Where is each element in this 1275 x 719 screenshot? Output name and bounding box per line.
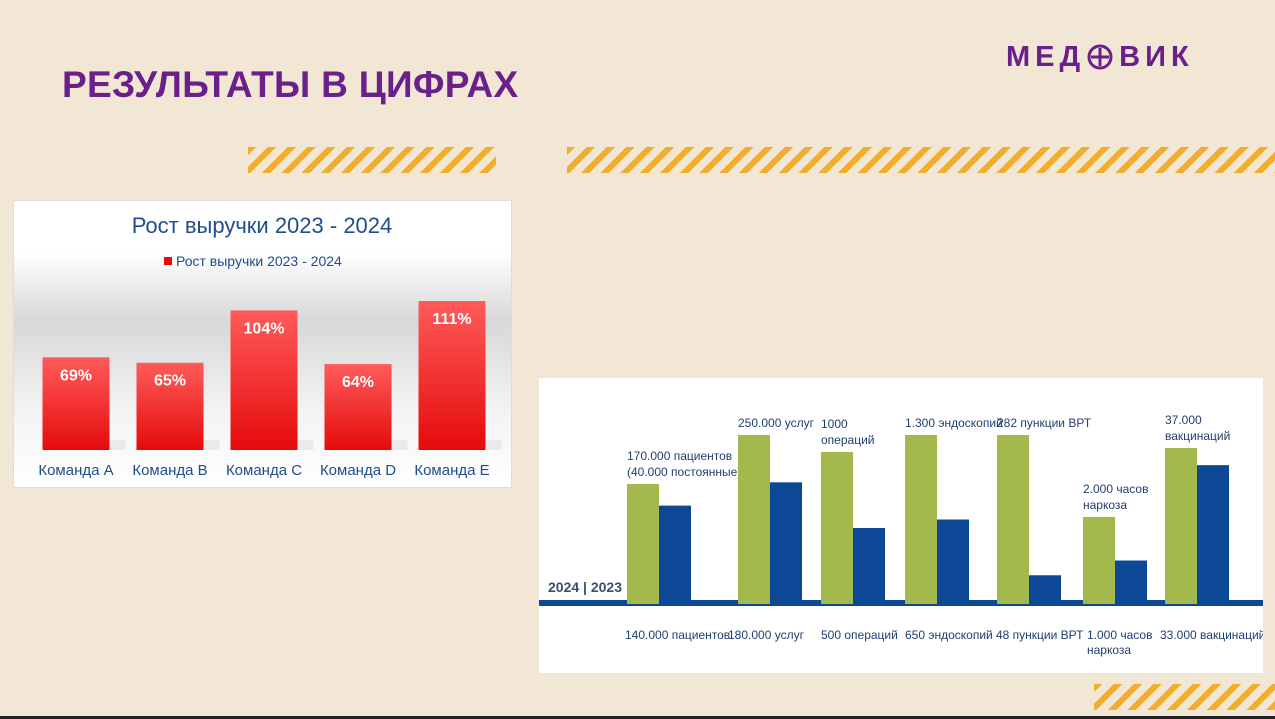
chart1-category-label-4: Команда D (320, 462, 396, 479)
medovik-logo: МЕД ВИК (1006, 40, 1194, 74)
comparison-chart-panel: 2024 | 2023 170.000 пациентов (40.000 пос… (539, 378, 1263, 673)
chart2-label-2023-4: 650 эндоскопий (905, 628, 993, 642)
chart1-bar-1 (42, 357, 110, 450)
chart2-bar-2024-6 (1083, 517, 1115, 604)
chart1-category-label-5: Команда E (414, 462, 489, 479)
decorative-stripe-left (248, 147, 496, 173)
revenue-growth-chart: Рост выручки 2023 - 2024 Рост выручки 20… (38, 213, 502, 479)
chart1-bar-5 (418, 301, 486, 450)
chart2-label-2023-7: 33.000 вакцинаций (1160, 628, 1263, 642)
chart2-bar-2023-4 (937, 519, 969, 604)
chart2-bar-2024-2 (738, 435, 770, 604)
chart2-label-2024-5: 282 пункции ВРТ (997, 416, 1092, 430)
chart1-value-label-1: 69% (60, 367, 92, 384)
chart2-label-2024-3: 1000 операций (821, 417, 874, 447)
revenue-growth-chart-panel: Рост выручки 2023 - 2024 Рост выручки 20… (13, 200, 512, 488)
chart1-category-label-3: Команда C (226, 462, 302, 479)
chart1-legend-swatch (164, 257, 172, 265)
chart2-bar-2024-7 (1165, 448, 1197, 604)
chart2-label-2023-6: 1.000 часов наркоза (1087, 628, 1152, 657)
chart1-bar-2 (136, 362, 204, 450)
chart1-value-label-4: 64% (342, 374, 374, 391)
chart2-label-2024-2: 250.000 услуг (738, 416, 815, 430)
chart2-label-2023-5: 48 пункции ВРТ (996, 628, 1084, 642)
chart1-bar-4 (324, 364, 392, 450)
chart1-value-label-2: 65% (154, 373, 186, 390)
chart2-bar-2023-1 (659, 505, 691, 604)
chart2-bar-2024-4 (905, 435, 937, 604)
logo-text-left: МЕД (1006, 40, 1086, 73)
cross-circle-icon (1087, 44, 1113, 70)
chart2-bar-2024-5 (997, 435, 1029, 604)
chart2-bar-2023-7 (1197, 465, 1229, 604)
chart2-label-2024-6: 2.000 часов наркоза (1083, 482, 1148, 512)
chart1-category-label-2: Команда B (132, 462, 207, 479)
chart1-category-label-1: Команда A (38, 462, 113, 479)
bottom-border-line (0, 716, 1275, 719)
chart2-label-2023-2: 180.000 услуг (728, 628, 805, 642)
chart2-baseline (539, 600, 1263, 606)
chart2-label-2023-3: 500 операций (821, 628, 898, 642)
logo-text-right: ВИК (1119, 40, 1194, 73)
chart2-label-2024-1: 170.000 пациентов (40.000 постоянные) (627, 449, 741, 479)
chart1-value-label-3: 104% (244, 320, 285, 337)
chart2-bar-2023-5 (1029, 575, 1061, 604)
chart1-bar-3 (230, 310, 298, 450)
comparison-chart: 2024 | 2023 170.000 пациентов (40.000 пос… (539, 413, 1263, 657)
chart2-bar-2024-3 (821, 452, 853, 604)
chart2-label-2023-1: 140.000 пациентов (625, 628, 730, 642)
chart2-bar-2024-1 (627, 484, 659, 604)
chart2-bar-2023-3 (853, 528, 885, 604)
decorative-stripe-right (567, 147, 1275, 173)
decorative-stripe-bottom (1094, 684, 1275, 710)
chart2-label-2024-4: 1.300 эндоскопий (905, 416, 1003, 430)
chart2-bar-2023-6 (1115, 560, 1147, 604)
chart2-label-2024-7: 37.000 вакцинаций (1165, 413, 1230, 443)
slide-title: РЕЗУЛЬТАТЫ В ЦИФРАХ (62, 64, 519, 105)
chart1-legend-label: Рост выручки 2023 - 2024 (176, 253, 342, 269)
chart1-title: Рост выручки 2023 - 2024 (132, 213, 393, 238)
chart1-value-label-5: 111% (432, 311, 471, 328)
chart2-bar-2023-2 (770, 482, 802, 604)
chart2-baseline-label: 2024 | 2023 (548, 579, 622, 595)
